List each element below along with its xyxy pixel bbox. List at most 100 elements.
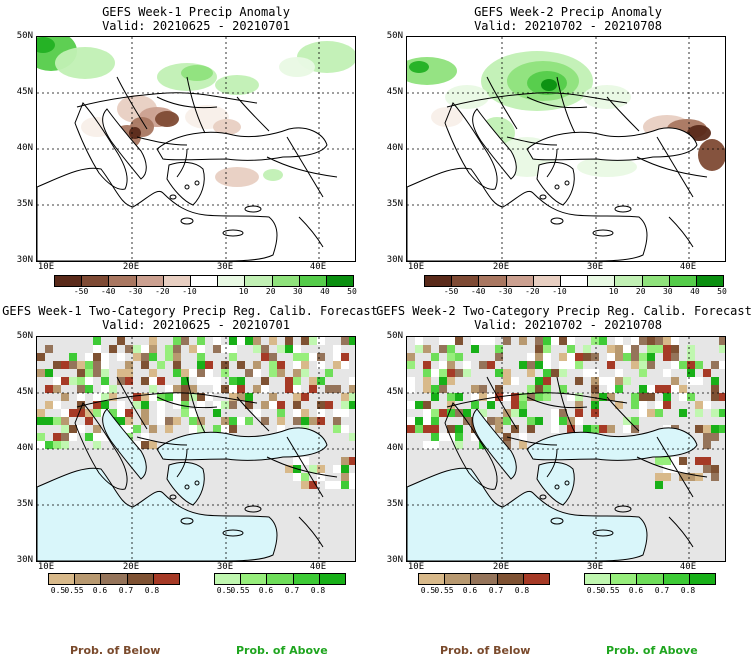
prob-cell bbox=[663, 345, 671, 353]
prob-cell bbox=[711, 385, 719, 393]
lat-label: 45N bbox=[16, 387, 33, 397]
prob-cell bbox=[237, 361, 245, 369]
colorbar-tick-label: 30 bbox=[662, 287, 673, 296]
mediterranean-sea bbox=[37, 467, 278, 561]
prob-cell bbox=[237, 393, 245, 401]
prob-cell bbox=[269, 393, 277, 401]
colorbar-tick-label: -10 bbox=[182, 287, 197, 296]
colorbar-swatch bbox=[267, 574, 294, 584]
prob-cell bbox=[333, 345, 341, 353]
prob-cell bbox=[495, 385, 503, 393]
prob-cell bbox=[415, 401, 423, 409]
panel-1-valid: Valid: 20210625 - 20210701 bbox=[102, 19, 290, 33]
lat-label: 40N bbox=[386, 143, 403, 153]
prob-cell bbox=[607, 345, 615, 353]
lat-label: 35N bbox=[386, 499, 403, 509]
prob-tick-label: 0.55 bbox=[600, 586, 620, 595]
colorbar-swatch bbox=[55, 276, 83, 286]
lon-label: 20E bbox=[122, 562, 140, 572]
prob-cell bbox=[229, 417, 237, 425]
prob-cell bbox=[141, 433, 149, 441]
island bbox=[169, 494, 177, 500]
prob-cell bbox=[221, 369, 229, 377]
prob-cell bbox=[551, 417, 559, 425]
prob-cell bbox=[447, 401, 455, 409]
prob-cell bbox=[647, 393, 655, 401]
prob-cell bbox=[229, 425, 237, 433]
prob-cell bbox=[615, 345, 623, 353]
prob-cell bbox=[679, 473, 687, 481]
prob-cell bbox=[607, 385, 615, 393]
prob-cell bbox=[687, 353, 695, 361]
prob-cell bbox=[149, 441, 157, 449]
prob-cell bbox=[37, 369, 45, 377]
lat-label: 45N bbox=[386, 387, 403, 397]
lon-label: 30E bbox=[586, 562, 604, 572]
prob-cell bbox=[61, 417, 69, 425]
colorbar-swatch bbox=[588, 276, 616, 286]
prob-cell bbox=[703, 465, 711, 473]
prob-cell bbox=[245, 337, 253, 345]
prob-cell bbox=[479, 409, 487, 417]
prob-cell bbox=[85, 433, 93, 441]
lon-label: 30E bbox=[216, 562, 234, 572]
panel-2-valid: Valid: 20210702 - 20210708 bbox=[474, 19, 662, 33]
prob-cell bbox=[341, 401, 349, 409]
prob-cell bbox=[447, 377, 455, 385]
map-week2-anomaly-canvas bbox=[407, 37, 725, 261]
prob-cell bbox=[93, 409, 101, 417]
prob-cell bbox=[631, 345, 639, 353]
prob-cell bbox=[455, 369, 463, 377]
prob-cell bbox=[117, 417, 125, 425]
island bbox=[244, 505, 262, 513]
colorbar-swatch bbox=[689, 574, 716, 584]
prob-cell bbox=[213, 401, 221, 409]
prob-cell bbox=[293, 457, 301, 465]
panel-4-title: GEFS Week-2 Two-Category Precip Reg. Cal… bbox=[376, 304, 752, 318]
prob-cell bbox=[61, 441, 69, 449]
prob-cell bbox=[341, 473, 349, 481]
prob-cell bbox=[213, 385, 221, 393]
prob-cell bbox=[205, 377, 213, 385]
prob-cell bbox=[317, 409, 325, 417]
prob-cell bbox=[237, 377, 245, 385]
prob-below-colorbar-2 bbox=[418, 573, 550, 585]
colorbar-swatch bbox=[479, 276, 507, 286]
anomaly-blob bbox=[409, 61, 429, 73]
prob-cell bbox=[543, 369, 551, 377]
prob-cell bbox=[317, 377, 325, 385]
lon-label: 10E bbox=[407, 262, 425, 272]
prob-tick-label: 0.8 bbox=[144, 586, 160, 595]
prob-cell bbox=[317, 417, 325, 425]
prob-tick-label: 0.5 bbox=[586, 586, 602, 595]
prob-cell bbox=[93, 369, 101, 377]
prob-cell bbox=[655, 481, 663, 489]
prob-below-label-1: Prob. of Below bbox=[70, 644, 161, 657]
prob-cell bbox=[181, 385, 189, 393]
country-border bbox=[156, 396, 218, 409]
adriatic-sea bbox=[102, 408, 147, 480]
prob-cell bbox=[77, 385, 85, 393]
prob-cell bbox=[93, 345, 101, 353]
prob-cell bbox=[101, 393, 109, 401]
prob-cell bbox=[45, 385, 53, 393]
prob-cell bbox=[647, 337, 655, 345]
colorbar-swatch bbox=[560, 276, 589, 286]
prob-cell bbox=[45, 441, 53, 449]
prob-cell bbox=[527, 393, 535, 401]
prob-cell bbox=[455, 353, 463, 361]
prob-cell bbox=[341, 481, 349, 489]
prob-cell bbox=[269, 361, 277, 369]
prob-cell bbox=[591, 377, 599, 385]
prob-cell bbox=[349, 457, 355, 465]
country-border bbox=[116, 376, 148, 430]
prob-cell bbox=[245, 369, 253, 377]
prob-cell bbox=[719, 425, 725, 433]
adriatic-sea bbox=[472, 108, 517, 180]
prob-cell bbox=[253, 337, 261, 345]
colorbar-swatch bbox=[419, 574, 446, 584]
prob-cell bbox=[213, 337, 221, 345]
prob-tick-label: 0.6 bbox=[92, 586, 108, 595]
prob-cell bbox=[45, 417, 53, 425]
prob-cell bbox=[293, 473, 301, 481]
